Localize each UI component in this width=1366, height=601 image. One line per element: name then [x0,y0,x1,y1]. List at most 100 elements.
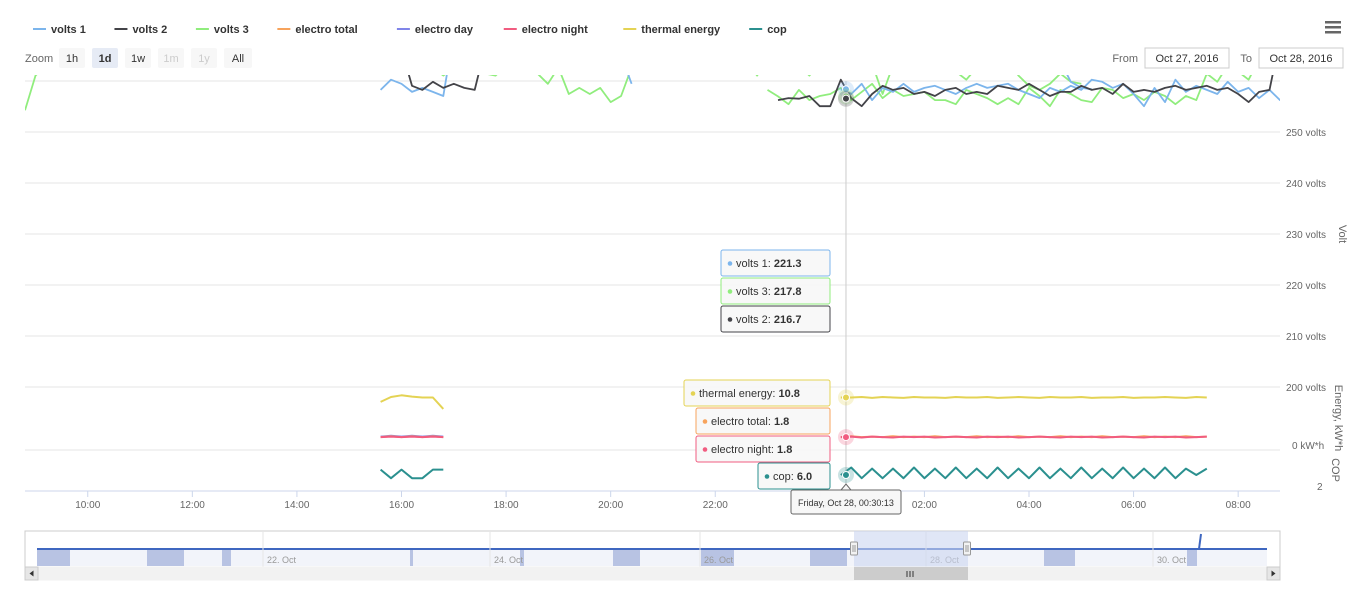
scrollbar-left-button[interactable] [24,566,39,581]
tooltip-dot-icon [727,289,733,294]
tooltip-box [720,277,831,305]
navigator-background [37,549,1267,566]
zoom-button-bg [125,48,151,68]
y-axis-title-volt: Volt [1336,225,1348,243]
y-tick-label: 230 volts [1286,230,1326,241]
tooltip-date-text: Friday, Oct 28, 00:30:13 [798,498,894,508]
crosshair [837,81,854,491]
legend-item-thermal-energy[interactable]: thermal energy [623,24,721,36]
legend-item-volts-1[interactable]: volts 1 [33,24,86,36]
tooltip-text: volts 1: 221.3 [736,258,801,270]
tooltip-cop: cop: 6.0 [757,462,831,490]
y-axis-title-cop: COP [1329,458,1341,482]
hover-point-electro-night [841,433,850,442]
zoom-button-bg [158,48,184,68]
navigator-left-handle[interactable] [850,541,858,556]
date-range-inputs: From Oct 27, 2016 To Oct 28, 2016 [1112,47,1344,69]
tooltip-box [720,305,831,333]
legend-item-volts-3[interactable]: volts 3 [195,24,249,36]
from-date-value: Oct 27, 2016 [1156,53,1219,65]
x-tick-label: 12:00 [180,500,205,511]
zoom-button-label: 1w [131,53,145,65]
from-date-input[interactable]: Oct 27, 2016 [1144,47,1230,69]
navigator-label: 26. Oct [704,555,734,565]
x-axis: 10:0012:0014:0016:0018:0020:0022:0000:00… [75,491,1251,511]
to-label: To [1240,53,1252,65]
series-line-cop [840,466,1208,480]
legend-item-electro-total[interactable]: electro total [277,24,358,36]
tooltip-series-name: thermal energy: [699,388,778,400]
tooltip-box [720,249,831,277]
x-tick-label: 22:00 [703,500,728,511]
series-line-electro-night [840,435,1207,439]
tooltip-value: 216.7 [774,314,802,326]
navigator-selected-range [854,531,968,567]
zoom-button-label: 1d [99,53,112,65]
navigator-right-handle[interactable] [963,541,971,556]
legend-item-electro-night[interactable]: electro night [503,24,588,36]
series-line-volts-3 [25,75,1082,111]
tooltip-date-pointer [839,483,853,491]
legend-item-electro-day[interactable]: electro day [396,24,474,36]
legend-item-cop[interactable]: cop [749,24,787,36]
legend-label-volts-2: volts 2 [132,24,167,36]
zoom-button-label: 1y [198,53,210,65]
tooltip-value: 221.3 [774,258,802,270]
zoom-label: Zoom [25,53,53,65]
navigator-scrollbar[interactable] [24,566,1281,581]
scrollbar-right-button[interactable] [1266,566,1281,581]
navigator-series-area [37,549,70,566]
to-date-input[interactable]: Oct 28, 2016 [1258,47,1344,69]
y-tick-label: 250 volts [1286,128,1326,139]
navigator-series-area [222,549,231,566]
to-date-box [1258,47,1344,69]
tooltip-volts-2: volts 2: 216.7 [720,305,831,333]
tooltip-box [683,379,831,407]
from-label: From [1112,53,1138,65]
legend-item-volts-2[interactable]: volts 2 [114,24,167,36]
x-tick-label: 18:00 [494,500,519,511]
y-tick-label: 200 volts [1286,383,1326,394]
tooltip-electro-total: electro total: 1.8 [695,407,831,435]
tooltip-box [695,435,831,463]
legend-label-volts-3: volts 3 [214,24,249,36]
legend-label-thermal-energy: thermal energy [641,24,721,36]
zoom-button-bg [92,48,118,68]
navigator-selection[interactable] [854,531,968,567]
zoom-button-label: 1m [163,53,178,65]
zoom-button-1w[interactable]: 1w [125,48,151,68]
legend-label-electro-total: electro total [295,24,357,36]
navigator-label: 30. Oct [1157,555,1187,565]
hover-point-cop [841,471,850,479]
series-line-volts-1 [379,75,1092,97]
navigator-label: 24. Oct [494,555,524,565]
tooltip-box [757,462,831,490]
tooltip-thermal-energy: thermal energy: 10.8 [683,379,831,407]
navigator-series-area [1044,549,1075,566]
navigator-series-area [613,549,640,566]
series-line-volts-1 [840,78,1280,108]
navigator-series-area [810,549,847,566]
y-tick-label: 220 volts [1286,281,1326,292]
hamburger-menu-icon[interactable] [1322,18,1344,38]
zoom-button-1y: 1y [191,48,217,68]
x-tick-label: 14:00 [284,500,309,511]
zoom-button-all[interactable]: All [224,48,252,68]
tooltip-text: thermal energy: 10.8 [699,388,800,400]
x-tick-label: 10:00 [75,500,100,511]
chevron-right-icon [1271,570,1276,577]
x-tick-label: 20:00 [598,500,623,511]
series-line-thermal-energy [380,394,445,410]
legend: volts 1 volts 2 volts 3 electro total electr… [33,24,787,36]
scrollbar-thumb [854,567,968,580]
grid [25,80,1280,492]
zoom-button-1d[interactable]: 1d [92,48,118,68]
x-tick-label: 06:00 [1121,500,1146,511]
tooltip-value: 217.8 [774,286,802,298]
zoom-button-1h[interactable]: 1h [59,48,85,68]
zoom-button-1m: 1m [158,48,184,68]
tooltip-value: 1.8 [777,444,792,456]
tooltip-dot-icon [727,261,733,266]
